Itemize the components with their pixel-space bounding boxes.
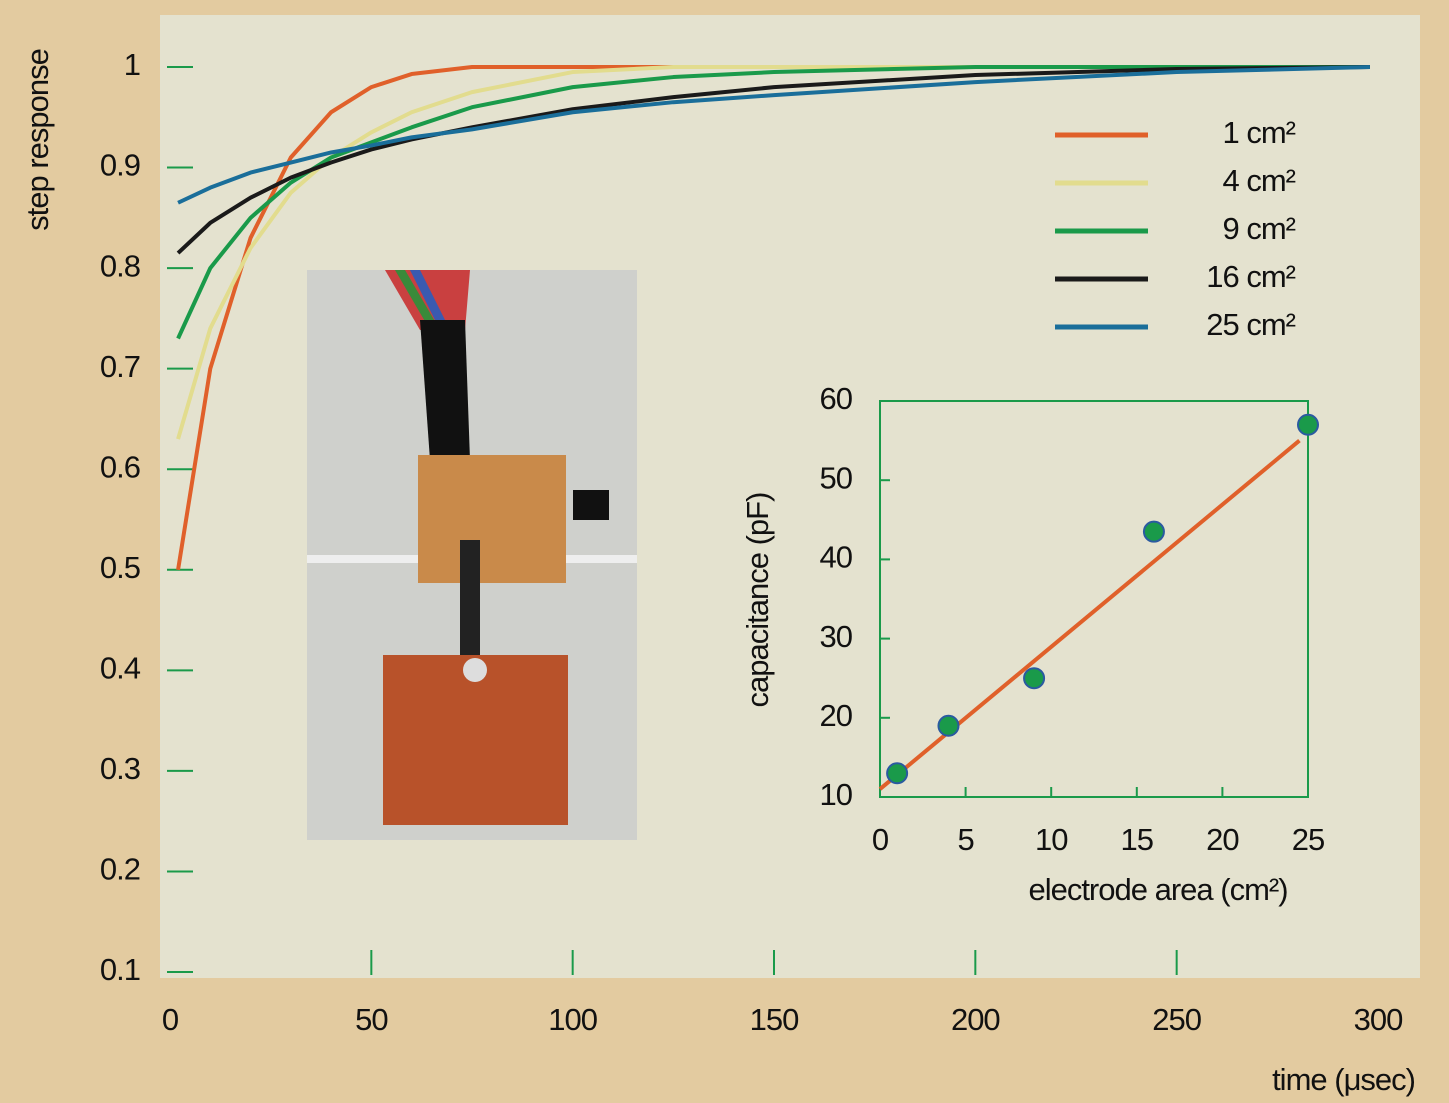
point xyxy=(1024,668,1044,688)
y-tick-label: 20 xyxy=(820,698,853,733)
y-tick-label: 0.2 xyxy=(100,852,140,887)
y-tick-label: 0.5 xyxy=(100,550,140,585)
x-tick-label: 250 xyxy=(1152,1002,1201,1037)
legend-label: 25 cm² xyxy=(1206,307,1295,342)
x-tick-label: 100 xyxy=(548,1002,597,1037)
y-tick-label: 0.7 xyxy=(100,349,140,384)
x-tick-label: 10 xyxy=(1035,822,1068,857)
x-tick-label: 200 xyxy=(951,1002,1000,1037)
x-tick-label: 5 xyxy=(957,822,973,857)
y-tick-label: 0.1 xyxy=(100,952,140,987)
y-tick-label: 30 xyxy=(820,619,853,654)
y-axis-label: capacitance (pF) xyxy=(740,493,775,708)
photo xyxy=(307,270,637,840)
legend-label: 16 cm² xyxy=(1206,259,1295,294)
chart: 0.10.20.30.40.50.60.70.80.91050100150200… xyxy=(0,0,1449,1103)
legend-label: 9 cm² xyxy=(1223,211,1296,246)
x-tick-label: 25 xyxy=(1292,822,1324,857)
legend-label: 4 cm² xyxy=(1223,163,1296,198)
y-tick-label: 0.4 xyxy=(100,651,141,686)
x-tick-label: 300 xyxy=(1354,1002,1403,1037)
x-axis-label: time (μsec) xyxy=(1272,1062,1415,1097)
point xyxy=(938,716,958,736)
point xyxy=(1144,522,1164,542)
y-tick-label: 40 xyxy=(820,540,853,575)
y-tick-label: 10 xyxy=(820,777,853,812)
y-axis-label: step response xyxy=(20,49,55,231)
x-tick-label: 150 xyxy=(750,1002,799,1037)
legend-label: 1 cm² xyxy=(1223,115,1296,150)
point xyxy=(1298,415,1318,435)
x-tick-label: 50 xyxy=(355,1002,388,1037)
y-tick-label: 50 xyxy=(820,460,853,495)
point xyxy=(887,763,907,783)
y-tick-label: 0.6 xyxy=(100,449,140,484)
y-tick-label: 0.8 xyxy=(100,248,140,283)
x-tick-label: 0 xyxy=(162,1002,179,1037)
page: {"chart_data": [ {"type": "line", "x_lab… xyxy=(0,0,1449,1103)
y-tick-label: 1 xyxy=(124,47,140,82)
x-tick-label: 20 xyxy=(1206,822,1239,857)
x-tick-label: 0 xyxy=(872,822,889,857)
x-tick-label: 15 xyxy=(1121,822,1153,857)
x-axis-label: electrode area (cm²) xyxy=(1028,872,1287,907)
y-tick-label: 60 xyxy=(820,381,853,416)
y-tick-label: 0.9 xyxy=(100,148,140,183)
y-tick-label: 0.3 xyxy=(100,751,140,786)
